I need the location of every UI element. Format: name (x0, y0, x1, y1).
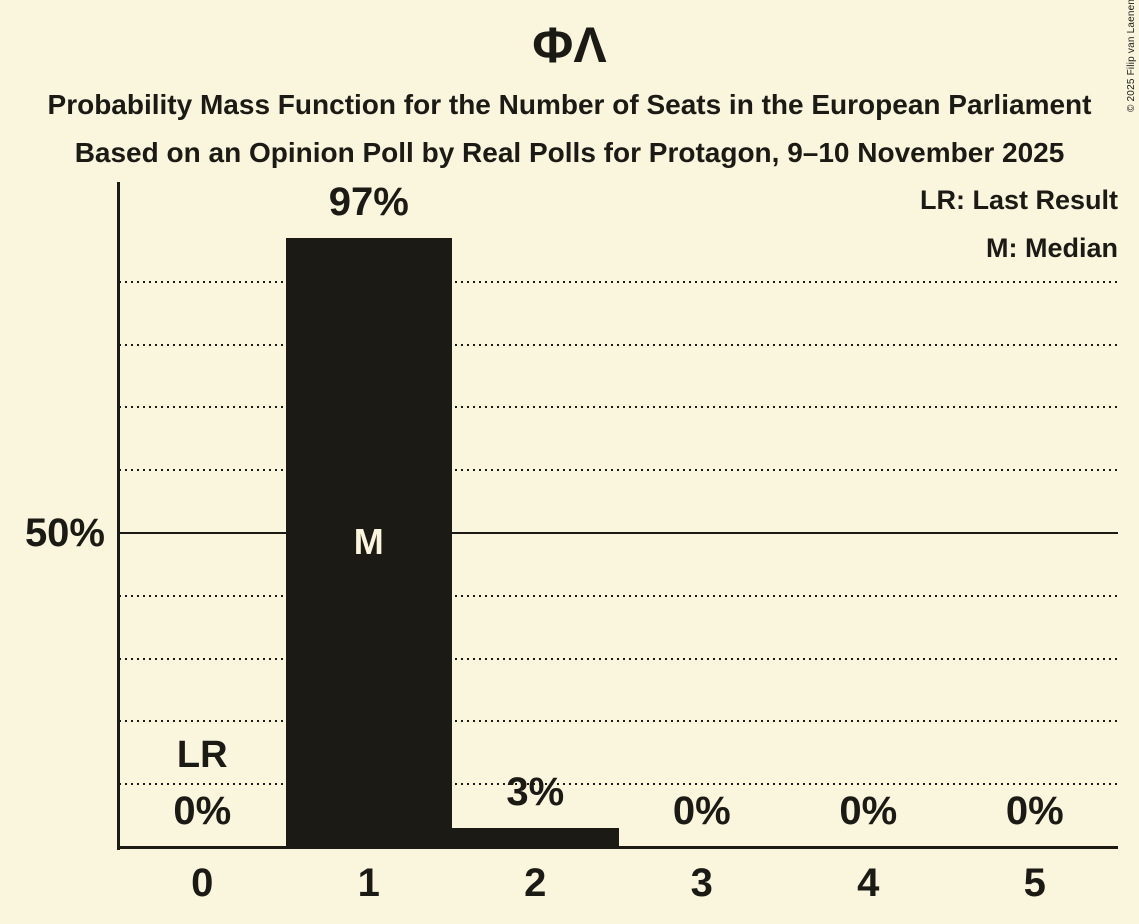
x-tick-2: 2 (524, 861, 547, 905)
y-axis-line (117, 182, 120, 850)
x-tick-5: 5 (1023, 861, 1046, 905)
x-tick-0: 0 (191, 861, 214, 905)
gridline-20pct (119, 720, 1118, 723)
legend-median: M: Median (986, 233, 1118, 263)
value-label-4: 0% (839, 789, 898, 833)
gridline-10pct (119, 783, 1118, 786)
gridline-70pct (119, 406, 1118, 409)
gridline-90pct (119, 280, 1118, 283)
gridline-50pct (119, 532, 1118, 534)
legend-last-result: LR: Last Result (919, 185, 1118, 215)
lr-marker-label: LR (176, 734, 228, 776)
x-tick-4: 4 (857, 861, 880, 905)
value-label-3: 0% (672, 789, 731, 833)
y-tick-50: 50% (24, 511, 105, 555)
gridline-40pct (119, 594, 1118, 597)
x-axis-line (117, 846, 1118, 849)
x-tick-3: 3 (690, 861, 713, 905)
median-marker-label: M (353, 521, 384, 563)
chart-subtitle-line2: Based on an Opinion Poll by Real Polls f… (74, 137, 1065, 168)
value-label-1: 97% (328, 179, 409, 224)
value-label-0: 0% (173, 789, 232, 833)
chart-title: ΦΛ (532, 17, 607, 73)
gridline-30pct (119, 657, 1118, 660)
bar-seats-2 (452, 828, 619, 847)
value-label-2: 3% (506, 770, 565, 815)
value-label-5: 0% (1005, 789, 1064, 833)
bar-seats-1 (285, 237, 452, 847)
chart-subtitle-line1: Probability Mass Function for the Number… (47, 89, 1092, 120)
gridline-80pct (119, 343, 1118, 346)
gridline-60pct (119, 469, 1118, 472)
x-tick-1: 1 (357, 861, 380, 905)
